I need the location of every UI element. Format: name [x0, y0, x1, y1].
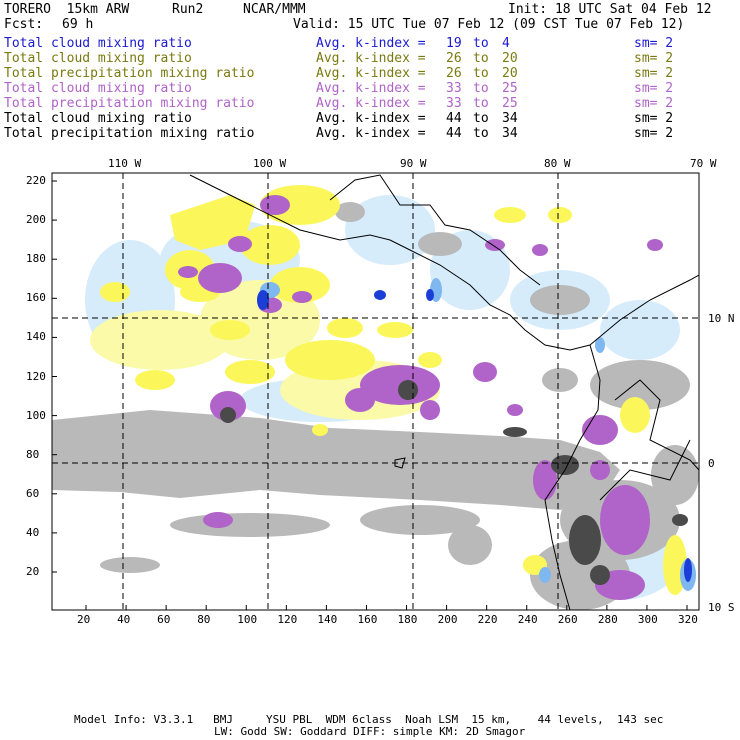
y-tick-label: 120	[26, 369, 46, 383]
legend-smoothing: sm= 2	[634, 36, 674, 51]
legend-from-value: 33	[446, 96, 462, 111]
legend-field-label: Total precipitation mixing ratio	[4, 96, 255, 111]
x-tick-label: 240	[517, 613, 538, 626]
legend-smoothing: sm= 2	[634, 66, 674, 81]
legend-smoothing: sm= 2	[634, 96, 674, 111]
x-tick-label: 40	[117, 613, 131, 626]
map-frame	[51, 172, 700, 611]
legend-avg-label: Avg. k-index =	[316, 36, 426, 51]
x-tick-label: 140	[317, 613, 338, 626]
x-tick-label: 120	[277, 613, 298, 626]
dark-blue-cloud-field	[257, 289, 692, 582]
lat-label-10n: 10 N	[708, 312, 735, 325]
forecast-hours: 69 h	[62, 17, 94, 32]
y-tick-label: 140	[26, 330, 46, 344]
legend-to-word: to	[473, 81, 489, 96]
legend-to-value: 20	[502, 51, 518, 66]
y-tick-label: 20	[26, 565, 40, 578]
yellow-cloud-field	[100, 185, 687, 595]
lon-label-80w: 80 W	[544, 157, 571, 170]
run-label: Run2	[172, 2, 204, 17]
lon-label-110w: 110 W	[108, 157, 142, 170]
x-tick-label: 200	[437, 613, 458, 626]
y-tick-label: 40	[26, 525, 40, 539]
legend-avg-label: Avg. k-index =	[316, 96, 426, 111]
legend-from-value: 44	[446, 111, 462, 126]
legend-to-word: to	[473, 126, 489, 141]
x-tick-label: 60	[157, 613, 171, 626]
legend-to-word: to	[473, 96, 489, 111]
model-name: TORERO 15km ARW	[4, 2, 130, 17]
legend-smoothing: sm= 2	[634, 51, 674, 66]
legend-to-value: 25	[502, 96, 518, 111]
coastlines	[189, 174, 699, 610]
x-tick-label: 280	[597, 613, 618, 626]
legend-field-label: Total cloud mixing ratio	[4, 36, 192, 51]
x-tick-label: 220	[477, 613, 498, 626]
model-info-line1: Model Info: V3.3.1 BMJ YSU PBL WDM 6clas…	[74, 713, 664, 726]
y-tick-label: 200	[26, 213, 46, 227]
lon-label-70w: 70 W	[690, 157, 717, 170]
legend-from-value: 26	[446, 51, 462, 66]
x-tick-label: 320	[678, 613, 698, 626]
legend-from-value: 33	[446, 81, 462, 96]
lon-label-90w: 90 W	[400, 157, 427, 170]
model-info-line2: LW: Godd SW: Goddard DIFF: simple KM: 2D…	[214, 725, 526, 738]
legend-field-label: Total cloud mixing ratio	[4, 51, 192, 66]
y-tick-label: 60	[26, 486, 40, 500]
valid-time: Valid: 15 UTC Tue 07 Feb 12 (09 CST Tue …	[293, 17, 685, 32]
legend-field-label: Total precipitation mixing ratio	[4, 126, 255, 141]
x-tick-label: 300	[637, 613, 658, 626]
x-tick-label: 20	[77, 613, 91, 626]
legend-avg-label: Avg. k-index =	[316, 111, 426, 126]
map-fields	[52, 174, 699, 610]
legend-field-label: Total precipitation mixing ratio	[4, 66, 255, 81]
y-tick-label: 100	[26, 408, 46, 422]
legend-to-word: to	[473, 51, 489, 66]
legend-avg-label: Avg. k-index =	[316, 66, 426, 81]
legend-from-value: 19	[446, 36, 462, 51]
legend-smoothing: sm= 2	[634, 81, 674, 96]
lat-label-0: 0	[708, 457, 715, 470]
y-tick-label: 160	[26, 291, 46, 305]
legend-to-word: to	[473, 111, 489, 126]
graticule	[52, 173, 699, 610]
legend-avg-label: Avg. k-index =	[316, 126, 426, 141]
lon-label-100w: 100 W	[253, 157, 287, 170]
x-tick-label: 80	[197, 613, 211, 626]
legend-to-value: 4	[502, 36, 510, 51]
forecast-label: Fcst:	[4, 17, 44, 32]
legend-avg-label: Avg. k-index =	[316, 81, 426, 96]
org-label: NCAR/MMM	[243, 2, 306, 17]
forecast-map	[51, 172, 700, 611]
legend-to-word: to	[473, 66, 489, 81]
legend-smoothing: sm= 2	[634, 111, 674, 126]
legend-to-value: 34	[502, 111, 518, 126]
y-tick-label: 80	[26, 447, 40, 461]
legend-to-value: 34	[502, 126, 518, 141]
x-tick-label: 100	[237, 613, 258, 626]
lat-label-10s: 10 S	[708, 601, 735, 614]
x-tick-label: 160	[357, 613, 378, 626]
purple-precip-field	[178, 195, 663, 600]
legend-to-value: 20	[502, 66, 518, 81]
y-tick-label: 180	[26, 252, 46, 266]
init-time: Init: 18 UTC Sat 04 Feb 12	[508, 2, 712, 17]
legend-smoothing: sm= 2	[634, 126, 674, 141]
legend-field-label: Total cloud mixing ratio	[4, 81, 192, 96]
tick-marks	[52, 180, 688, 610]
legend-from-value: 26	[446, 66, 462, 81]
x-tick-label: 260	[557, 613, 578, 626]
legend-to-word: to	[473, 36, 489, 51]
legend-avg-label: Avg. k-index =	[316, 51, 426, 66]
x-tick-label: 180	[397, 613, 418, 626]
legend-to-value: 25	[502, 81, 518, 96]
legend-field-label: Total cloud mixing ratio	[4, 111, 192, 126]
y-tick-label: 220	[26, 174, 46, 187]
legend-from-value: 44	[446, 126, 462, 141]
